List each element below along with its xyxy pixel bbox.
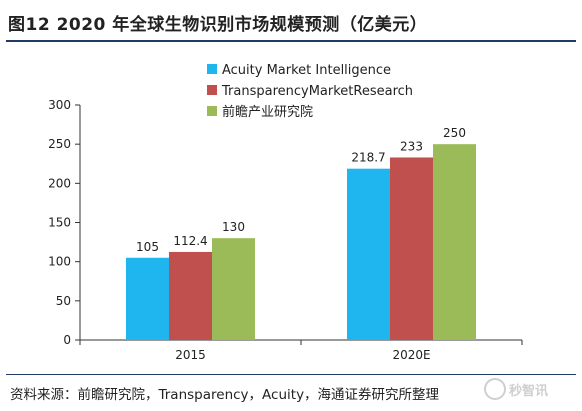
x-tick-label: 2020E: [392, 348, 430, 362]
data-label: 130: [222, 220, 245, 234]
legend-entry: Acuity Market Intelligence: [222, 63, 391, 78]
y-tick-label: 150: [48, 216, 71, 230]
bar: [126, 257, 169, 340]
y-axis: 0 50 100 150 200 250 300: [48, 98, 81, 347]
y-tick-label: 0: [63, 333, 71, 347]
watermark-logo-icon: [484, 378, 506, 400]
legend-swatch: [207, 64, 217, 74]
x-axis: 2015 2020E: [79, 339, 523, 362]
data-label: 218.7: [351, 151, 385, 165]
legend-swatch: [207, 85, 217, 95]
source-note: 资料来源：前瞻研究院，Transparency，Acuity，海通证券研究所整理: [10, 387, 440, 403]
y-tick-label: 50: [56, 294, 71, 308]
title-divider: [6, 40, 576, 42]
y-tick-label: 250: [48, 137, 71, 151]
y-tick-label: 200: [48, 176, 71, 190]
x-tick-label: 2015: [175, 348, 206, 362]
watermark: 秒智讯: [484, 372, 580, 406]
legend-entry: TransparencyMarketResearch: [221, 84, 413, 99]
legend-swatch: [207, 106, 217, 116]
bar: [169, 251, 212, 340]
watermark-text: 秒智讯: [509, 383, 549, 399]
bar: [433, 144, 476, 340]
bar: [212, 238, 255, 340]
bar: [347, 168, 390, 340]
legend-entry: 前瞻产业研究院: [222, 104, 313, 120]
data-label: 105: [136, 240, 159, 254]
data-label: 112.4: [173, 234, 207, 248]
data-label: 250: [443, 126, 466, 140]
legend: Acuity Market Intelligence TransparencyMa…: [207, 63, 413, 120]
y-tick-label: 300: [48, 98, 71, 112]
data-label: 233: [400, 139, 423, 153]
footer-divider: [6, 374, 576, 375]
bars: [126, 144, 476, 340]
value-labels: 105 112.4 130 218.7 233 250: [136, 126, 466, 254]
chart-title: 图12 2020 年全球生物识别市场规模预测（亿美元）: [8, 15, 428, 35]
y-tick-label: 100: [48, 255, 71, 269]
bar: [390, 157, 433, 340]
